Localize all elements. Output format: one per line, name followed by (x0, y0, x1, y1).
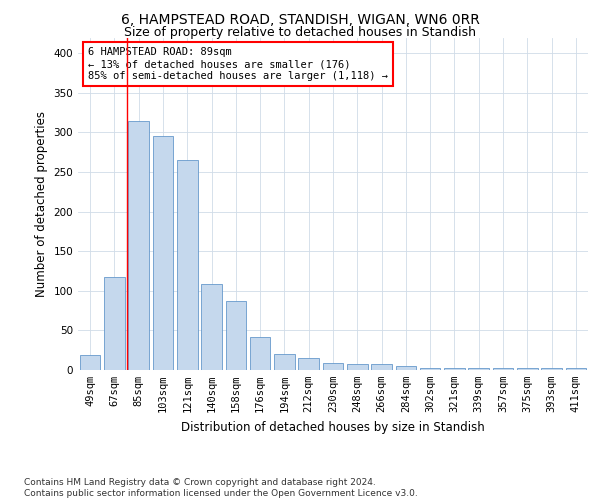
Bar (104, 276, 125, 370)
Bar (274, 354, 295, 370)
Text: 6 HAMPSTEAD ROAD: 89sqm
← 13% of detached houses are smaller (176)
85% of semi-d: 6 HAMPSTEAD ROAD: 89sqm ← 13% of detache… (88, 48, 388, 80)
Y-axis label: Number of detached properties: Number of detached properties (35, 111, 48, 296)
Bar (541, 368, 562, 370)
Bar (444, 368, 465, 370)
Bar (323, 363, 343, 370)
Bar (80, 355, 100, 370)
Bar (420, 368, 440, 370)
Bar (517, 368, 538, 370)
Bar (347, 364, 368, 370)
Text: Size of property relative to detached houses in Standish: Size of property relative to detached ho… (124, 26, 476, 39)
Bar (493, 368, 514, 370)
Bar (177, 160, 197, 370)
X-axis label: Distribution of detached houses by size in Standish: Distribution of detached houses by size … (181, 420, 485, 434)
Bar (371, 364, 392, 370)
Bar (566, 368, 586, 370)
Text: Contains HM Land Registry data © Crown copyright and database right 2024.
Contai: Contains HM Land Registry data © Crown c… (24, 478, 418, 498)
Bar (469, 368, 489, 370)
Bar (395, 366, 416, 370)
Bar (201, 284, 222, 370)
Bar (128, 120, 149, 370)
Bar (152, 136, 173, 370)
Text: 6, HAMPSTEAD ROAD, STANDISH, WIGAN, WN6 0RR: 6, HAMPSTEAD ROAD, STANDISH, WIGAN, WN6 … (121, 12, 479, 26)
Bar (226, 301, 246, 370)
Bar (298, 358, 319, 370)
Bar (250, 337, 271, 370)
